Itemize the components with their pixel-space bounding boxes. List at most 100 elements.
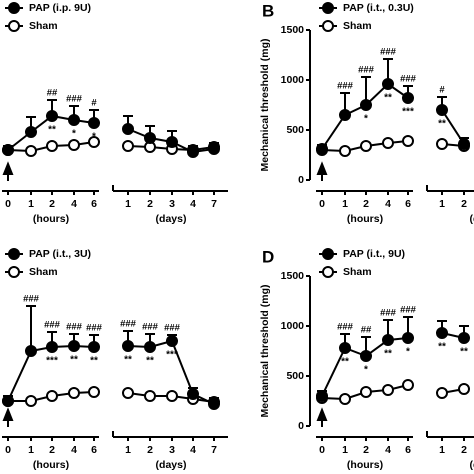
x-tick-label: 2 [49,444,55,456]
significance-label: ### [86,323,103,334]
data-point [208,143,220,155]
data-point [402,332,414,344]
data-point [316,390,328,402]
data-point [68,387,80,399]
data-point [436,138,448,150]
x-tick-label: 1 [439,198,445,210]
significance-label: ### [400,74,417,85]
data-point [25,126,37,138]
significance-label: ### [337,81,354,92]
x-tick-label: 3 [169,198,175,210]
arrow [2,161,14,181]
x-tick-label: 4 [190,444,196,456]
significance-label: * [364,365,368,376]
data-point [122,123,134,135]
x-tick-label: 1 [342,198,348,210]
significance-label: *** [46,356,58,367]
x-tick-label: 6 [91,444,97,456]
data-point [25,395,37,407]
significance-label: ** [384,93,392,104]
data-point [382,384,394,396]
x-tick-label: 4 [71,444,77,456]
x-tick-label: 4 [385,444,391,456]
x-tick-label: 0 [5,198,11,210]
data-point [382,334,394,346]
x-tick-label: 1 [125,198,131,210]
significance-label: ### [358,65,375,76]
significance-label: # [91,98,97,109]
data-point [166,335,178,347]
panel: 0 1 2 4 6 1 2 3 4 7(hours) (days)######***###**###… [2,248,228,471]
legend-label: PAP (i.t., 0.3U) [343,2,414,14]
significance-label: ** [438,119,446,130]
data-point [360,350,372,362]
x-tick-label: 2 [147,444,153,456]
data-point [122,140,134,152]
legend-label: Sham [29,266,58,278]
data-point [458,383,470,395]
data-point [88,117,100,129]
data-point [187,388,199,400]
data-point [382,78,394,90]
x-axis-label: (days) [470,213,474,225]
significance-label: ### [400,305,417,316]
x-tick-label: 7 [211,198,217,210]
significance-label: ** [70,355,78,366]
significance-label: ### [66,322,83,333]
data-point [187,146,199,158]
data-point [458,332,470,344]
x-tick-label: 6 [405,444,411,456]
legend-label: Sham [343,266,372,278]
y-tick-label: 500 [286,370,304,382]
y-tick-label: 0 [298,174,304,186]
significance-label: ### [44,320,61,331]
data-point [360,140,372,152]
data-point [88,136,100,148]
x-tick-label: 4 [71,198,77,210]
significance-label: ### [23,294,40,305]
x-tick-label: 1 [125,444,131,456]
x-tick-label: 2 [49,198,55,210]
y-tick-label: 0 [298,420,304,432]
x-tick-label: 2 [461,198,467,210]
data-point [339,145,351,157]
panel-letter: B [262,1,274,20]
significance-label: ### [66,94,83,105]
x-tick-label: 7 [211,444,217,456]
panel: D Mechanical threshold (mg) 0 500 1000 1500 0 1… [259,247,474,471]
x-tick-label: 0 [319,444,325,456]
y-tick-label: 1000 [281,74,305,86]
x-tick-label: 2 [147,198,153,210]
x-tick-label: 0 [5,444,11,456]
legend-marker [8,266,20,278]
data-point [166,136,178,148]
data-point [46,341,58,353]
significance-label: ** [90,356,98,367]
significance-label: ** [146,356,154,367]
y-tick-label: 1500 [281,24,305,36]
significance-label: ## [47,88,58,99]
x-tick-label: 4 [190,198,196,210]
significance-label: * [406,347,410,358]
data-point [2,395,14,407]
data-point [402,92,414,104]
x-axis-label: (days) [470,459,474,471]
x-axis-label: (days) [156,213,187,225]
arrow [316,407,328,427]
x-tick-label: 4 [385,198,391,210]
legend-label: PAP (i.t., 9U) [343,248,405,260]
legend-label: Sham [343,20,372,32]
data-point [122,387,134,399]
data-point [360,99,372,111]
data-point [68,139,80,151]
x-tick-label: 1 [28,444,34,456]
data-point [46,110,58,122]
data-point [339,393,351,405]
legend-label: PAP (i.t., 3U) [29,248,91,260]
x-tick-label: 6 [91,198,97,210]
data-point [402,379,414,391]
arrow [2,407,14,427]
x-tick-label: 3 [169,444,175,456]
data-point [208,398,220,410]
